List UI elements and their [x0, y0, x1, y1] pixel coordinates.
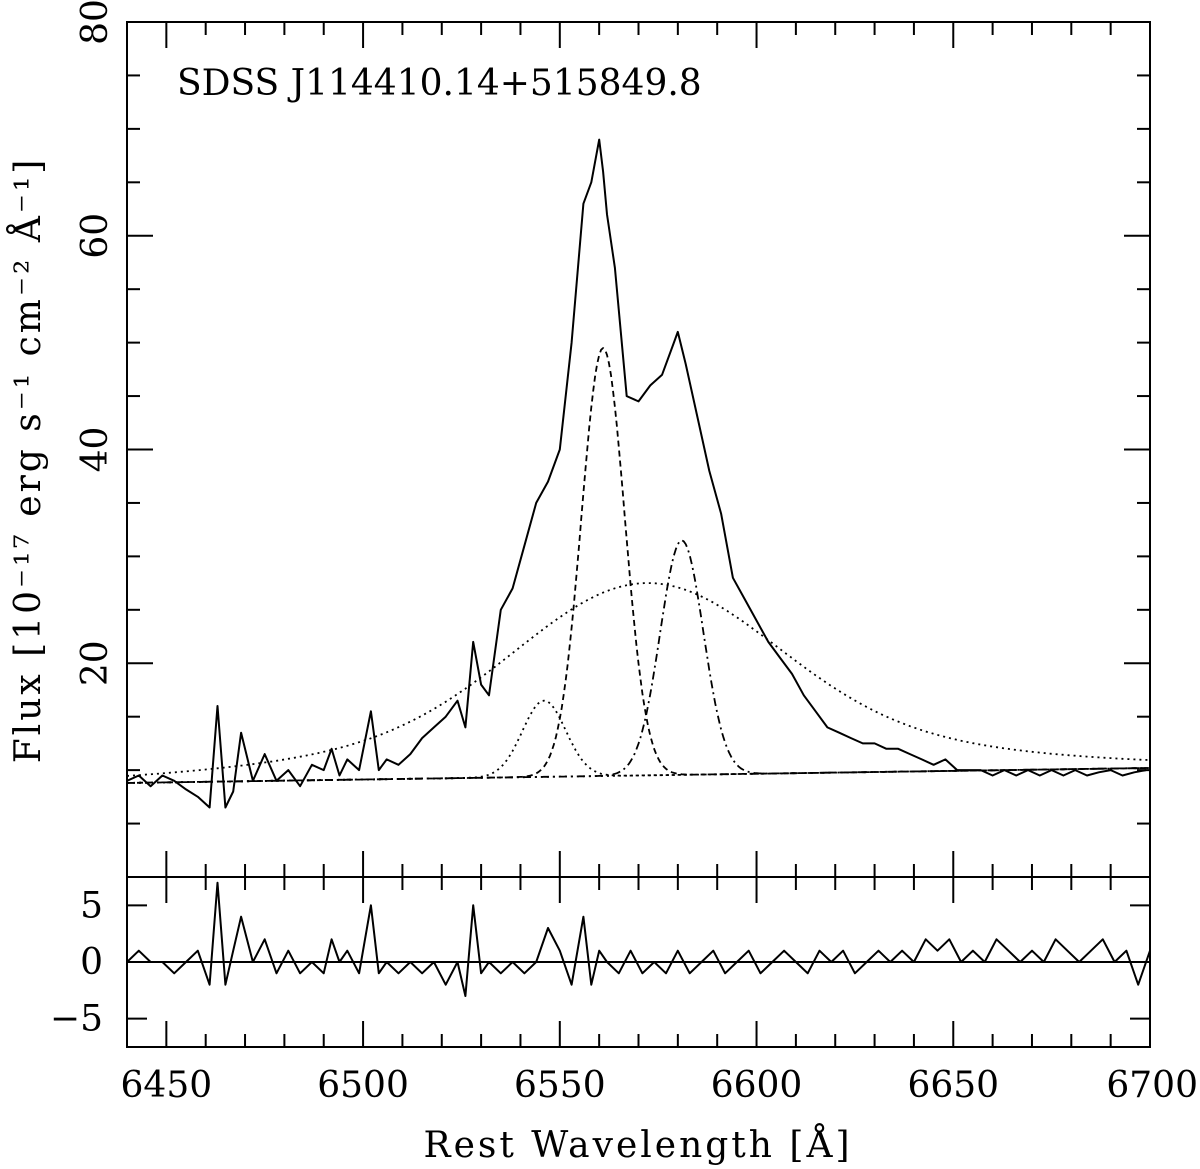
- x-axis-label: Rest Wavelength [Å]: [423, 1124, 852, 1166]
- y-tick-label: 80: [75, 0, 116, 45]
- y-tick-label: 20: [75, 640, 116, 686]
- x-tick-label: 6550: [514, 1065, 606, 1106]
- continuum-component-line: [126, 767, 1151, 784]
- y-tick-label: 60: [75, 213, 116, 259]
- broad-component-line: [126, 582, 1151, 777]
- residual-panel-frame: [126, 876, 1151, 1048]
- residual-line: [126, 881, 1151, 997]
- y-tick-label: 5: [80, 885, 103, 926]
- x-tick-label: 6650: [907, 1065, 999, 1106]
- x-tick-label: 6500: [317, 1065, 409, 1106]
- x-tick-label: 6700: [1106, 1065, 1198, 1106]
- observed-spectrum-line: [126, 138, 1147, 809]
- object-name: SDSS J114410.14+515849.8: [177, 63, 702, 104]
- x-tick-label: 6450: [121, 1065, 213, 1106]
- main-panel-series: [126, 138, 1151, 809]
- main-panel-frame: [126, 21, 1151, 878]
- residual-panel-ticks: 6450 6500 6550 6600 6650 6700 5 0 −5: [50, 877, 1198, 1106]
- main-panel-ticks: 20 40 60 80: [75, 0, 1151, 877]
- residual-panel-series: [126, 881, 1151, 997]
- y-tick-label: 0: [80, 942, 103, 983]
- y-axis-label: Flux [10⁻¹⁷ erg s⁻¹ cm⁻² Å⁻¹]: [7, 157, 49, 764]
- y-tick-label: 40: [75, 427, 116, 473]
- narrow-component-line: [126, 347, 1150, 784]
- narrow-component-line: [126, 539, 1150, 784]
- y-tick-label: −5: [50, 999, 103, 1040]
- x-tick-label: 6600: [711, 1065, 803, 1106]
